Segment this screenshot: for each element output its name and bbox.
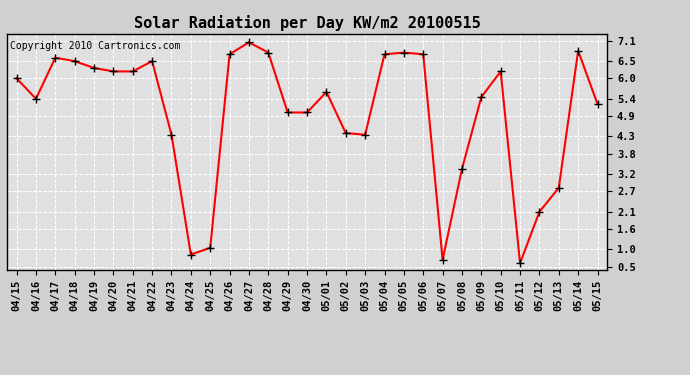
Title: Solar Radiation per Day KW/m2 20100515: Solar Radiation per Day KW/m2 20100515 (134, 15, 480, 31)
Text: Copyright 2010 Cartronics.com: Copyright 2010 Cartronics.com (10, 41, 180, 51)
